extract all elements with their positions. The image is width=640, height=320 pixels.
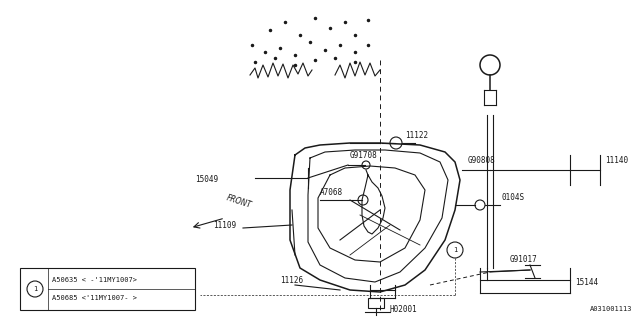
Text: 15144: 15144 xyxy=(575,278,598,287)
Text: 15049: 15049 xyxy=(195,175,218,184)
Text: 1: 1 xyxy=(453,247,457,253)
Text: 11126: 11126 xyxy=(280,276,303,285)
Bar xyxy=(368,298,384,308)
Text: 1: 1 xyxy=(33,286,37,292)
Text: G91708: G91708 xyxy=(350,151,378,160)
Text: 11140: 11140 xyxy=(605,156,628,165)
Text: A50685 <'11MY1007- >: A50685 <'11MY1007- > xyxy=(52,295,137,301)
Text: G91017: G91017 xyxy=(510,255,538,264)
Text: G90808: G90808 xyxy=(468,156,496,165)
Text: 11109: 11109 xyxy=(213,221,236,230)
Text: A031001113: A031001113 xyxy=(589,306,632,312)
Text: A50635 < -'11MY1007>: A50635 < -'11MY1007> xyxy=(52,277,137,283)
Text: H02001: H02001 xyxy=(390,305,418,314)
Text: 11122: 11122 xyxy=(405,131,428,140)
Bar xyxy=(20,268,195,310)
Text: 0104S: 0104S xyxy=(502,193,525,202)
Text: A7068: A7068 xyxy=(320,188,343,197)
Text: FRONT: FRONT xyxy=(225,193,253,210)
